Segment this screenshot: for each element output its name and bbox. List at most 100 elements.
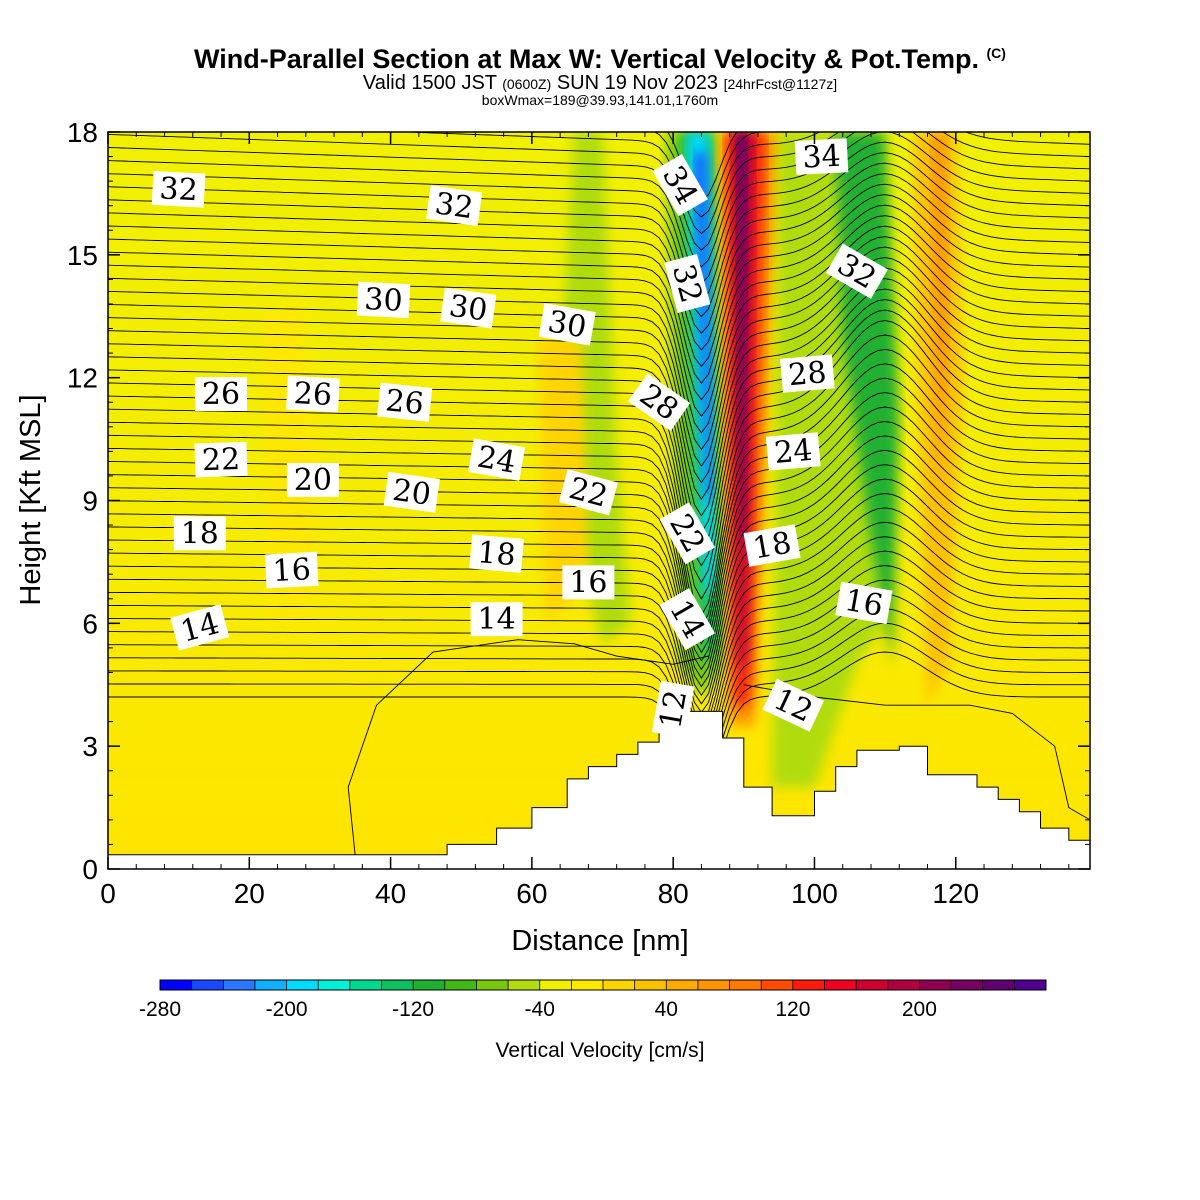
boxw-info: boxWmax=189@39.93,141.01,1760m	[481, 92, 719, 108]
contour-label-box	[264, 551, 319, 589]
contour-label: 18	[469, 534, 524, 573]
contour-label: 22	[194, 441, 248, 478]
chart-title: Wind-Parallel Section at Max W: Vertical…	[0, 44, 1200, 75]
theta-contour-line	[108, 363, 1090, 628]
theta-contour-line	[108, 651, 1090, 800]
contour-label-text: 12	[653, 688, 694, 732]
contour-label-box	[780, 354, 835, 393]
x-tick-label: 60	[516, 878, 547, 909]
theta-contour-line	[108, 377, 1090, 637]
colorbar-swatch	[223, 980, 256, 990]
contour-label-text: 16	[569, 565, 607, 600]
x-axis: 0 20 40 60 80 100 120	[100, 132, 1070, 909]
contour-label: 26	[377, 382, 433, 422]
contour-label-box	[664, 253, 711, 314]
colorbar-tick-label: 200	[902, 998, 937, 1021]
valid-time: Valid 1500 JST	[362, 72, 497, 94]
x-tick-label: 80	[658, 878, 689, 909]
colorbar-label: Vertical Velocity [cm/s]	[496, 1039, 705, 1062]
contour-label-text: 28	[787, 355, 828, 393]
colorbar-swatch	[1014, 980, 1047, 990]
contour-label-box	[652, 154, 708, 217]
theta-contour-line	[108, 299, 1090, 550]
y-axis: 0 3 6 9 12 15 18	[67, 117, 1090, 885]
w-band-lee-core	[931, 132, 949, 501]
contour-label-text: 20	[390, 473, 433, 513]
contour-label-box	[743, 524, 801, 567]
title-text: Wind-Parallel Section at Max W: Vertical…	[194, 44, 979, 74]
contour-label-box	[825, 243, 888, 299]
contour-label-text: 20	[294, 463, 332, 498]
theta-contour-line	[108, 194, 1090, 384]
y-tick-label: 6	[82, 608, 98, 639]
contour-label: 16	[562, 565, 615, 600]
x-tick-label: 20	[234, 878, 265, 909]
contour-label: 30	[440, 287, 497, 329]
contour-label-text: 30	[545, 304, 589, 345]
colorbar-swatch	[160, 980, 193, 990]
contour-label-text: 18	[181, 516, 219, 551]
x-tick-label: 40	[375, 878, 406, 909]
colorbar-swatch	[318, 980, 351, 990]
theta-contour-line	[108, 550, 1090, 739]
theta-contour-line	[108, 225, 1090, 434]
theta-contour-line	[108, 132, 1090, 268]
contour-label-box	[538, 303, 596, 346]
colorbar-tick-label: -120	[392, 998, 434, 1021]
theta-contour-line	[108, 309, 1090, 567]
contour-label-text: 26	[202, 377, 240, 412]
contour-label-text: 22	[201, 442, 240, 478]
colorbar-swatch	[191, 980, 224, 990]
contour-label-box	[765, 432, 821, 471]
contour-label-text: 18	[750, 525, 794, 566]
contour-label-box	[195, 377, 247, 411]
contour-label: 34	[794, 138, 849, 176]
colorbar-swatch	[887, 980, 920, 990]
theta-contour-line	[108, 579, 1090, 757]
colorbar-swatch	[476, 980, 509, 990]
contour-label: 26	[286, 375, 340, 413]
colorbar-swatch	[634, 980, 667, 990]
contour-label: 14	[470, 602, 523, 637]
contour-label: 30	[538, 303, 596, 346]
copyright-mark: (C)	[986, 45, 1006, 61]
theta-contour-line	[108, 152, 1090, 318]
contour-label-box	[794, 138, 849, 175]
theta-contour-line	[108, 246, 1090, 467]
contour-label-text: 16	[272, 552, 312, 589]
contour-label-box	[659, 588, 716, 651]
y-tick-label: 0	[82, 854, 98, 885]
y-tick-label: 3	[82, 731, 98, 762]
contour-label-box	[440, 287, 497, 329]
contour-label-text: 14	[478, 602, 516, 637]
colorbar-swatch	[508, 980, 541, 990]
theta-contour-line	[108, 348, 1090, 617]
contour-label: 24	[765, 432, 821, 471]
contour-label: 28	[780, 354, 835, 393]
contour-label-box	[286, 375, 340, 413]
contour-label-text: 32	[159, 171, 199, 208]
contour-label: 16	[835, 581, 893, 625]
colorbar-tick-label: 40	[655, 998, 678, 1021]
contour-label-box	[562, 565, 615, 600]
colorbar-tick-label: -200	[266, 998, 308, 1021]
contour-label-text: 16	[842, 583, 886, 624]
contour-label-box	[651, 680, 695, 738]
theta-contour-line	[108, 267, 1090, 501]
y-tick-label: 12	[67, 363, 98, 394]
theta-contour-line	[108, 464, 1090, 688]
theta-contours	[108, 132, 1090, 857]
contour-label-box	[173, 516, 226, 551]
contour-label-box	[383, 471, 440, 513]
contour-label: 16	[264, 551, 319, 589]
contour-label-box	[151, 170, 206, 208]
theta-contour-line	[108, 141, 1090, 301]
theta-contour-line	[392, 132, 1090, 235]
colorbar-tick-label: -40	[525, 998, 555, 1021]
w-band-pos-core	[736, 132, 748, 542]
contour-label-box	[356, 281, 411, 319]
contour-label: 24	[468, 438, 526, 481]
